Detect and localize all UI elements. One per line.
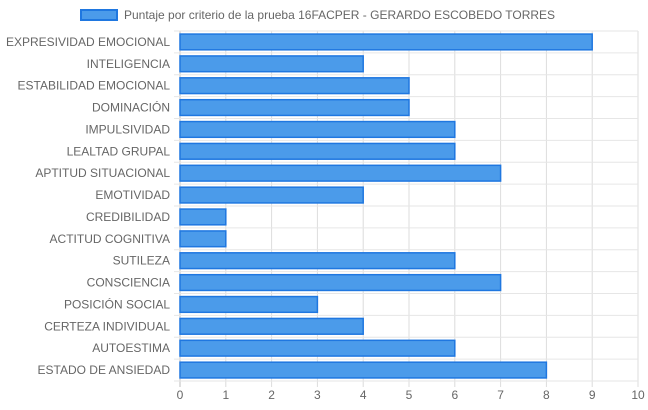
bar[interactable] — [179, 361, 548, 379]
category-label: SUTILEZA — [113, 254, 170, 268]
category-label: INTELIGENCIA — [87, 57, 170, 71]
x-tick-label: 3 — [314, 388, 321, 402]
bar[interactable] — [179, 317, 364, 335]
category-label: APTITUD SITUACIONAL — [35, 166, 170, 180]
category-label: LEALTAD GRUPAL — [67, 144, 171, 158]
legend-swatch — [80, 9, 118, 21]
category-label: POSICIÓN SOCIAL — [64, 296, 170, 311]
bar[interactable] — [179, 339, 456, 357]
category-label: CONSCIENCIA — [87, 276, 170, 290]
category-label: CREDIBILIDAD — [86, 210, 170, 224]
category-label: ESTADO DE ANSIEDAD — [38, 363, 171, 377]
chart-legend[interactable]: Puntaje por criterio de la prueba 16FACP… — [80, 6, 555, 24]
bar[interactable] — [179, 55, 364, 73]
x-tick-label: 8 — [543, 388, 550, 402]
x-tick-label: 9 — [589, 388, 596, 402]
x-tick-label: 10 — [631, 388, 645, 402]
x-tick-label: 4 — [360, 388, 367, 402]
bar[interactable] — [179, 120, 456, 139]
category-label: DOMINACIÓN — [92, 100, 170, 115]
bar[interactable] — [179, 33, 593, 51]
bar[interactable] — [179, 273, 502, 292]
x-tick-label: 1 — [222, 388, 229, 402]
category-label: IMPULSIVIDAD — [85, 122, 170, 136]
x-tick-label: 7 — [497, 388, 504, 402]
category-label: EMOTIVIDAD — [95, 188, 170, 202]
category-label: ESTABILIDAD EMOCIONAL — [18, 79, 171, 93]
bar[interactable] — [179, 186, 364, 204]
x-tick-label: 5 — [406, 388, 413, 402]
bar[interactable] — [179, 230, 227, 248]
bar[interactable] — [179, 208, 227, 226]
x-tick-label: 6 — [451, 388, 458, 402]
bar[interactable] — [179, 98, 410, 117]
bar[interactable] — [179, 77, 410, 95]
bar[interactable] — [179, 295, 319, 314]
legend-label: Puntaje por criterio de la prueba 16FACP… — [124, 8, 556, 22]
bar[interactable] — [179, 252, 456, 270]
x-tick-label: 2 — [268, 388, 275, 402]
category-label: AUTOESTIMA — [92, 341, 170, 355]
bar[interactable] — [179, 164, 502, 182]
category-label: ACTITUD COGNITIVA — [50, 232, 170, 246]
category-label: EXPRESIVIDAD EMOCIONAL — [6, 35, 170, 49]
category-label: CERTEZA INDIVIDUAL — [44, 319, 170, 333]
bar[interactable] — [179, 142, 456, 160]
x-tick-label: 0 — [177, 388, 184, 402]
